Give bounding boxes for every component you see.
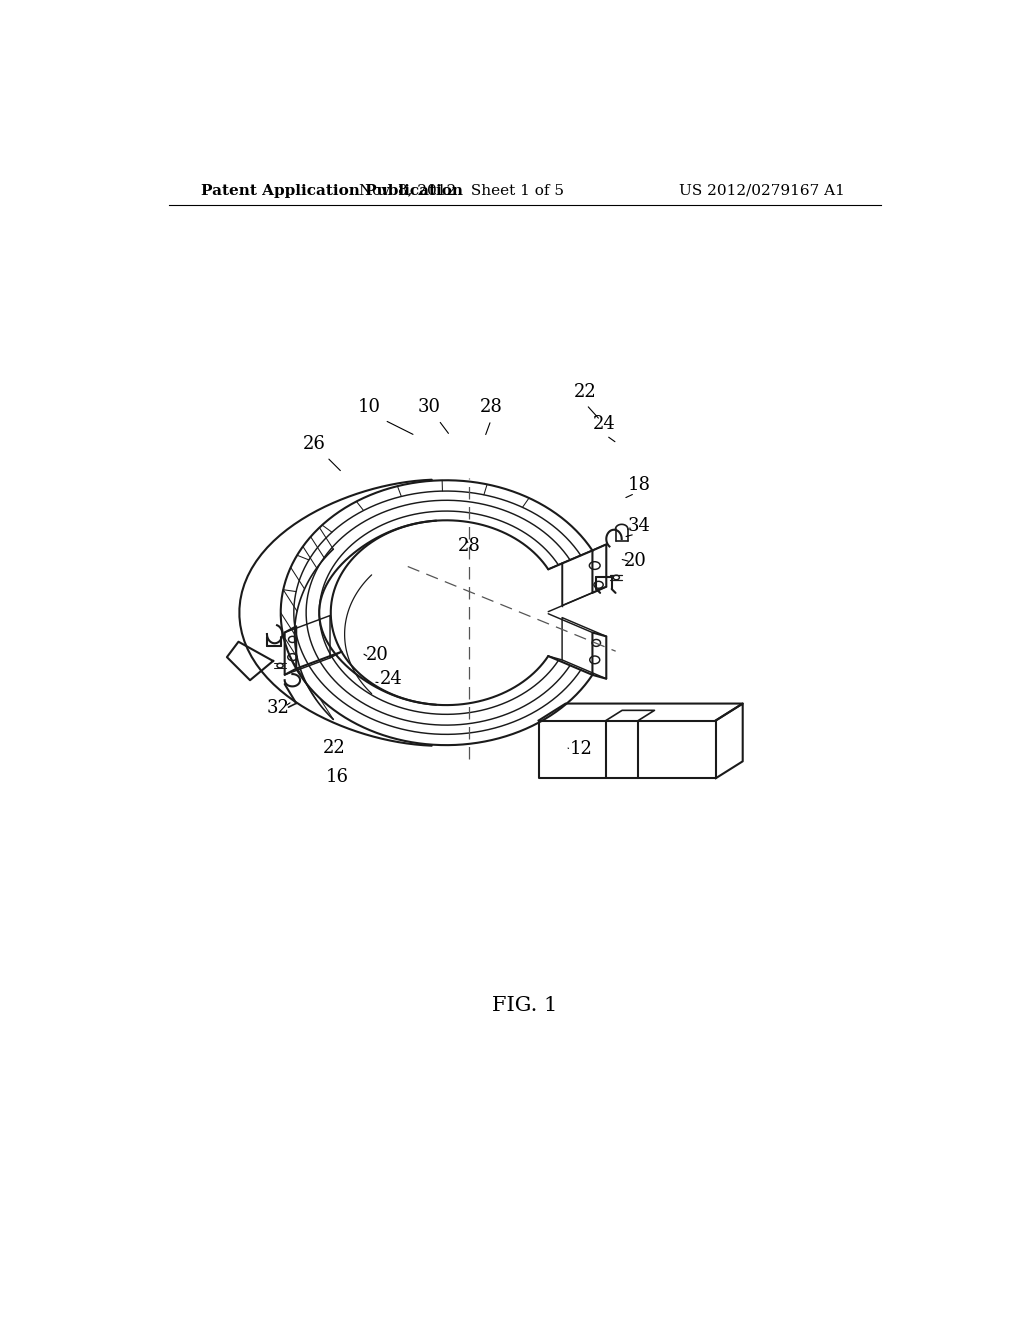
Text: 24: 24 [380,669,402,688]
Text: 20: 20 [624,553,646,570]
Text: FIG. 1: FIG. 1 [493,995,557,1015]
Text: 28: 28 [458,537,481,556]
Text: 18: 18 [628,475,650,494]
Text: 24: 24 [593,416,615,433]
Text: 22: 22 [324,739,346,756]
Text: Nov. 8, 2012   Sheet 1 of 5: Nov. 8, 2012 Sheet 1 of 5 [359,183,564,198]
Text: 32: 32 [267,698,290,717]
Text: 16: 16 [326,768,348,787]
Text: Patent Application Publication: Patent Application Publication [202,183,464,198]
Text: US 2012/0279167 A1: US 2012/0279167 A1 [679,183,845,198]
Text: 30: 30 [418,399,440,417]
Text: 12: 12 [569,741,593,759]
Text: 26: 26 [302,436,326,454]
Text: 10: 10 [357,399,381,417]
Text: 28: 28 [479,399,503,417]
Text: 34: 34 [628,517,650,535]
Text: 22: 22 [573,383,596,401]
Text: 20: 20 [366,647,388,664]
